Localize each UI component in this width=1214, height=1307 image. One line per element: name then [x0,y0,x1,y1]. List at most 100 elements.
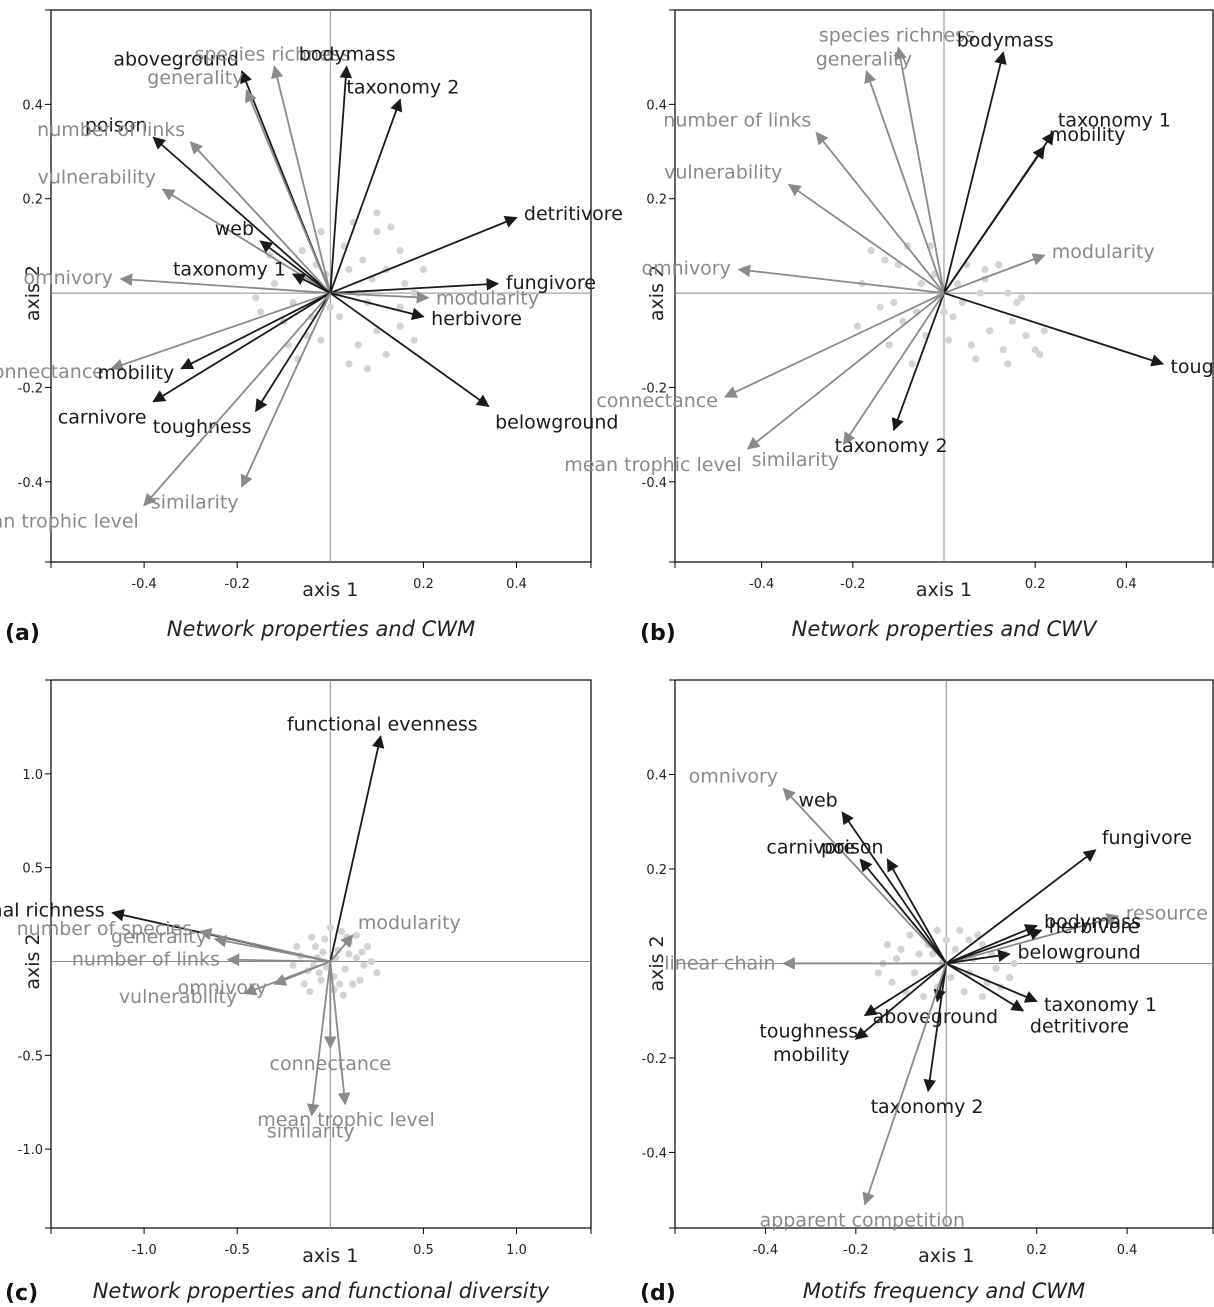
site-point [929,950,937,958]
vector-arrow [271,65,332,294]
vector-arrow [330,277,500,294]
site-point [300,980,308,988]
vector-label: omnivory [23,267,112,289]
site-point [341,965,349,973]
site-point [1040,327,1048,335]
site-point [1022,331,1030,340]
site-point [349,980,357,988]
y-tick-label: 0.2 [646,863,667,878]
panel-d: -0.4 -0.2 0.2 0.4 0.4 0.2 -0.2 -0.4 axis 1 axis 2… [640,679,1214,1306]
site-point [967,341,975,349]
site-point [326,924,334,932]
vector-arrow [943,145,1046,294]
site-point [944,336,953,344]
site-point [367,957,375,966]
vector-label: similarity [151,492,239,514]
y-tick-label: -0.4 [642,476,667,491]
site-point [1008,317,1016,325]
site-point [942,936,950,944]
vector-arrow [859,858,947,965]
vector-label: bodymass [957,29,1054,51]
site-point [906,931,914,939]
site-point [995,261,1003,269]
vector-arrow [329,961,351,1106]
panel-subtitle: Network properties and functional divers… [93,1279,550,1303]
vector-label: belowground [495,411,618,433]
vector-label: similarity [752,449,840,471]
y-tick-label: 0.5 [22,862,43,877]
vector-label: toughness [1170,356,1214,378]
site-point [999,346,1007,354]
vector-arrow [152,292,331,403]
site-point [345,950,353,958]
vector-arrow [945,928,1043,965]
vector-label: mean trophic level [564,454,741,476]
site-point [363,942,372,951]
x-tick-label: -0.2 [840,577,865,592]
x-tick-label: 0.4 [1117,1243,1138,1258]
y-tick-label: -0.2 [18,381,43,396]
site-point [317,336,325,344]
vector-label: vulnerability [664,162,782,184]
vector-label: resource competition [1126,903,1214,925]
vector-arrow [943,51,1007,294]
site-point [352,931,360,939]
y-axis-label: axis 2 [646,265,668,321]
vector-arrow [329,98,403,294]
vector-label: apparent competition [760,1209,965,1231]
vector-label: mobility [773,1044,850,1066]
x-tick-label: 0.2 [1025,577,1046,592]
vector-label: omnivory [641,257,730,279]
vector-arrow [330,290,430,304]
site-point [293,942,301,951]
vector-label: vulnerability [38,166,156,188]
site-point [337,927,346,936]
site-point [289,298,297,307]
site-point [311,942,320,951]
x-axis-label: axis 1 [918,1245,974,1267]
site-point [252,294,260,302]
x-tick-label: -1.0 [131,1243,156,1258]
site-point [951,945,959,953]
site-point [917,280,925,288]
panel-label: (c) [5,1281,38,1306]
site-point [940,308,948,316]
vector-arrow [306,961,332,1117]
panel-label: (b) [640,621,676,646]
site-point [897,945,905,953]
y-tick-label: -0.5 [18,1049,43,1064]
vector-arrow [891,292,945,432]
vector-arrow [923,963,948,1093]
vector-label: toughness [153,416,252,438]
vector-arrow [189,141,331,294]
y-tick-label: -0.4 [18,476,43,491]
site-point [960,988,968,996]
x-tick-label: 0.5 [413,1243,434,1258]
vector-arrow [180,292,331,370]
site-point [336,313,344,321]
site-point [867,247,875,255]
site-point [965,936,973,944]
site-point [373,228,381,236]
vector-label: poison [85,114,148,136]
panel-label: (d) [640,1281,676,1306]
site-point [1036,350,1044,359]
x-tick-label: -0.2 [225,577,250,592]
site-point [387,223,395,231]
vector-label: detritivore [524,203,623,225]
vector-arrow [245,89,332,294]
site-point [410,336,418,344]
vector-label: herbivore [431,308,522,330]
site-point [976,289,985,297]
site-point [874,969,883,977]
panel-subtitle: Motifs frequency and CWM [803,1279,1085,1303]
site-point [358,948,366,956]
vector-label: taxonomy 1 [1044,994,1157,1016]
site-point [322,963,331,971]
vector-arrow [329,216,518,294]
site-point [890,298,898,307]
site-point [321,935,329,943]
site-point [352,954,360,962]
y-tick-label: 0.4 [646,768,667,783]
